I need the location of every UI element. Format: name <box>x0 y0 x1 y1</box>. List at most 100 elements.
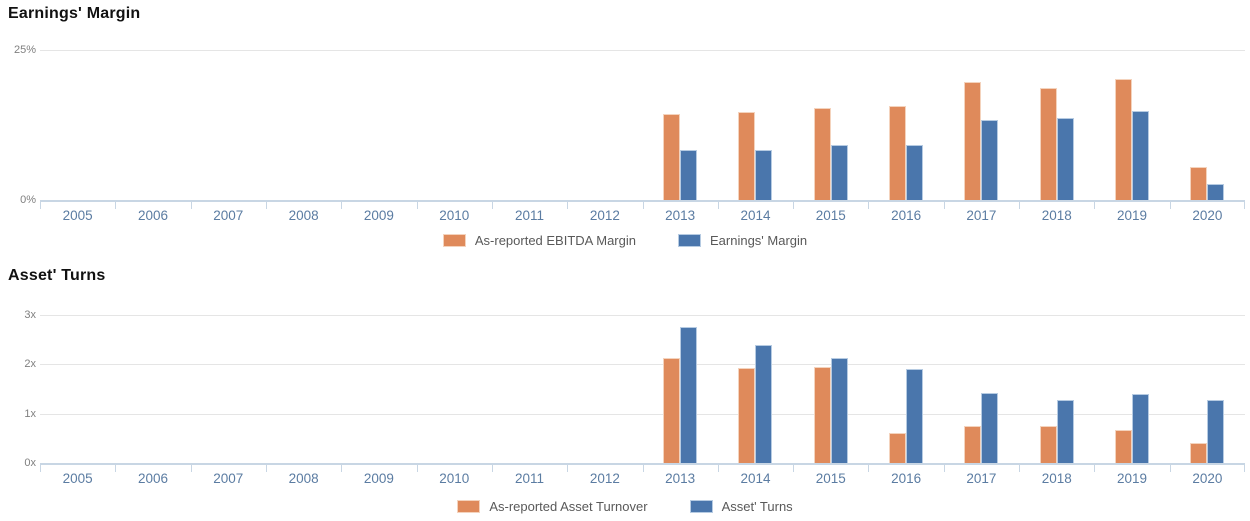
legend-swatch-blue <box>677 234 701 247</box>
axis-tick <box>265 463 267 472</box>
axis-tick <box>943 200 945 209</box>
x-axis-label-2011: 2011 <box>515 208 545 223</box>
x-axis-labels: 2005 2006 2007 2008 2009 2010 2011 2012 2013 2014… <box>40 471 1245 486</box>
category-column-2012 <box>567 50 642 200</box>
category-column-2019 <box>1094 50 1169 200</box>
bar-as-reported-asset-turnover-2014[interactable] <box>738 367 756 463</box>
bar-asset-turns-2019[interactable] <box>1132 393 1150 463</box>
legend-label: Asset' Turns <box>721 499 793 514</box>
category-column-2016 <box>868 315 943 463</box>
axis-tick <box>567 463 569 472</box>
bar-as-reported-asset-turnover-2019[interactable] <box>1115 430 1133 463</box>
legend-label: As-reported EBITDA Margin <box>474 233 636 248</box>
bar-asset-turns-2013[interactable] <box>680 327 698 463</box>
axis-tick <box>40 200 41 209</box>
legend-item-as-reported-ebitda-margin[interactable]: As-reported EBITDA Margin <box>442 233 636 248</box>
axis-tick <box>793 200 795 209</box>
axis-tick <box>567 200 569 209</box>
legend-item-earnings-margin[interactable]: Earnings' Margin <box>677 233 808 248</box>
axis-tick <box>416 463 418 472</box>
x-axis-label-2018: 2018 <box>1041 471 1072 486</box>
gridline <box>40 364 1245 366</box>
bar-as-reported-asset-turnover-2020[interactable] <box>1190 443 1208 463</box>
bar-as-reported-asset-turnover-2016[interactable] <box>889 433 907 463</box>
category-column-2008 <box>266 50 341 200</box>
x-axis-label-2007: 2007 <box>213 471 244 486</box>
axis-tick <box>1244 463 1245 472</box>
bar-as-reported-ebitda-margin-2018[interactable] <box>1039 88 1057 200</box>
category-column-2020 <box>1170 315 1245 463</box>
axis-tick <box>341 200 343 209</box>
axis-tick <box>943 463 945 472</box>
category-column-2007 <box>191 315 266 463</box>
category-column-2020 <box>1170 50 1245 200</box>
bar-as-reported-ebitda-margin-2019[interactable] <box>1115 79 1133 200</box>
legend-item-as-reported-asset-turnover[interactable]: As-reported Asset Turnover <box>457 499 648 514</box>
bar-asset-turns-2015[interactable] <box>830 358 848 463</box>
bar-earnings-margin-2019[interactable] <box>1132 111 1150 200</box>
x-axis-label-2013: 2013 <box>665 471 696 486</box>
bar-as-reported-ebitda-margin-2020[interactable] <box>1190 167 1208 200</box>
legend-item-asset-turns[interactable]: Asset' Turns <box>689 499 793 514</box>
bar-as-reported-asset-turnover-2013[interactable] <box>663 358 681 463</box>
axis-tick <box>1244 200 1245 209</box>
axis-tick <box>642 463 644 472</box>
bar-asset-turns-2018[interactable] <box>1056 399 1074 463</box>
bar-earnings-margin-2015[interactable] <box>830 144 848 200</box>
bar-as-reported-ebitda-margin-2017[interactable] <box>964 82 982 200</box>
bar-as-reported-asset-turnover-2015[interactable] <box>813 366 831 463</box>
x-axis-label-2006: 2006 <box>137 208 168 223</box>
category-column-2012 <box>567 315 642 463</box>
category-column-2007 <box>191 50 266 200</box>
x-axis-label-2015: 2015 <box>815 471 846 486</box>
axis-tick <box>341 463 343 472</box>
bar-as-reported-ebitda-margin-2013[interactable] <box>663 114 681 200</box>
legend-swatch-orange <box>457 500 481 513</box>
x-axis-label-2011: 2011 <box>515 471 545 486</box>
axis-tick <box>491 463 493 472</box>
y-axis-label: 2x <box>24 358 36 371</box>
x-axis-label-2017: 2017 <box>966 471 997 486</box>
bar-as-reported-asset-turnover-2018[interactable] <box>1039 425 1057 463</box>
axis-tick <box>416 200 418 209</box>
legend: As-reported Asset Turnover Asset' Turns <box>0 499 1250 514</box>
bar-earnings-margin-2020[interactable] <box>1207 183 1225 200</box>
category-column-2016 <box>868 50 943 200</box>
bar-as-reported-ebitda-margin-2014[interactable] <box>738 112 756 200</box>
gridline <box>40 315 1245 316</box>
bar-earnings-margin-2016[interactable] <box>906 144 924 200</box>
x-axis-label-2006: 2006 <box>137 471 168 486</box>
category-column-2005 <box>40 315 115 463</box>
x-axis-label-2017: 2017 <box>966 208 997 223</box>
y-axis-label: 0% <box>20 194 36 206</box>
category-column-2010 <box>417 315 492 463</box>
bar-as-reported-asset-turnover-2017[interactable] <box>964 425 982 463</box>
bar-earnings-margin-2018[interactable] <box>1056 117 1074 200</box>
category-column-2011 <box>492 50 567 200</box>
axis-tick <box>1169 463 1171 472</box>
category-column-2015 <box>793 50 868 200</box>
category-column-2013 <box>643 315 718 463</box>
bar-asset-turns-2017[interactable] <box>981 392 999 463</box>
chart-title: Asset' Turns <box>8 267 106 284</box>
category-column-2017 <box>944 50 1019 200</box>
x-axis-label-2009: 2009 <box>363 208 394 223</box>
category-column-2011 <box>492 315 567 463</box>
category-column-2010 <box>417 50 492 200</box>
bar-earnings-margin-2014[interactable] <box>755 149 773 200</box>
category-column-2013 <box>643 50 718 200</box>
bar-as-reported-ebitda-margin-2015[interactable] <box>813 108 831 200</box>
bar-as-reported-ebitda-margin-2016[interactable] <box>889 106 907 200</box>
legend-swatch-orange <box>442 234 466 247</box>
x-axis-label-2019: 2019 <box>1117 471 1148 486</box>
bar-asset-turns-2020[interactable] <box>1207 399 1225 463</box>
bar-earnings-margin-2017[interactable] <box>981 120 999 200</box>
axis-tick <box>491 200 493 209</box>
x-axis-labels: 2005 2006 2007 2008 2009 2010 2011 2012 2013 2014… <box>40 208 1245 223</box>
bar-asset-turns-2016[interactable] <box>906 369 924 463</box>
bar-asset-turns-2014[interactable] <box>755 344 773 463</box>
category-column-2015 <box>793 315 868 463</box>
bar-earnings-margin-2013[interactable] <box>680 149 698 200</box>
x-axis-label-2014: 2014 <box>740 208 771 223</box>
legend-label: Earnings' Margin <box>709 233 808 248</box>
